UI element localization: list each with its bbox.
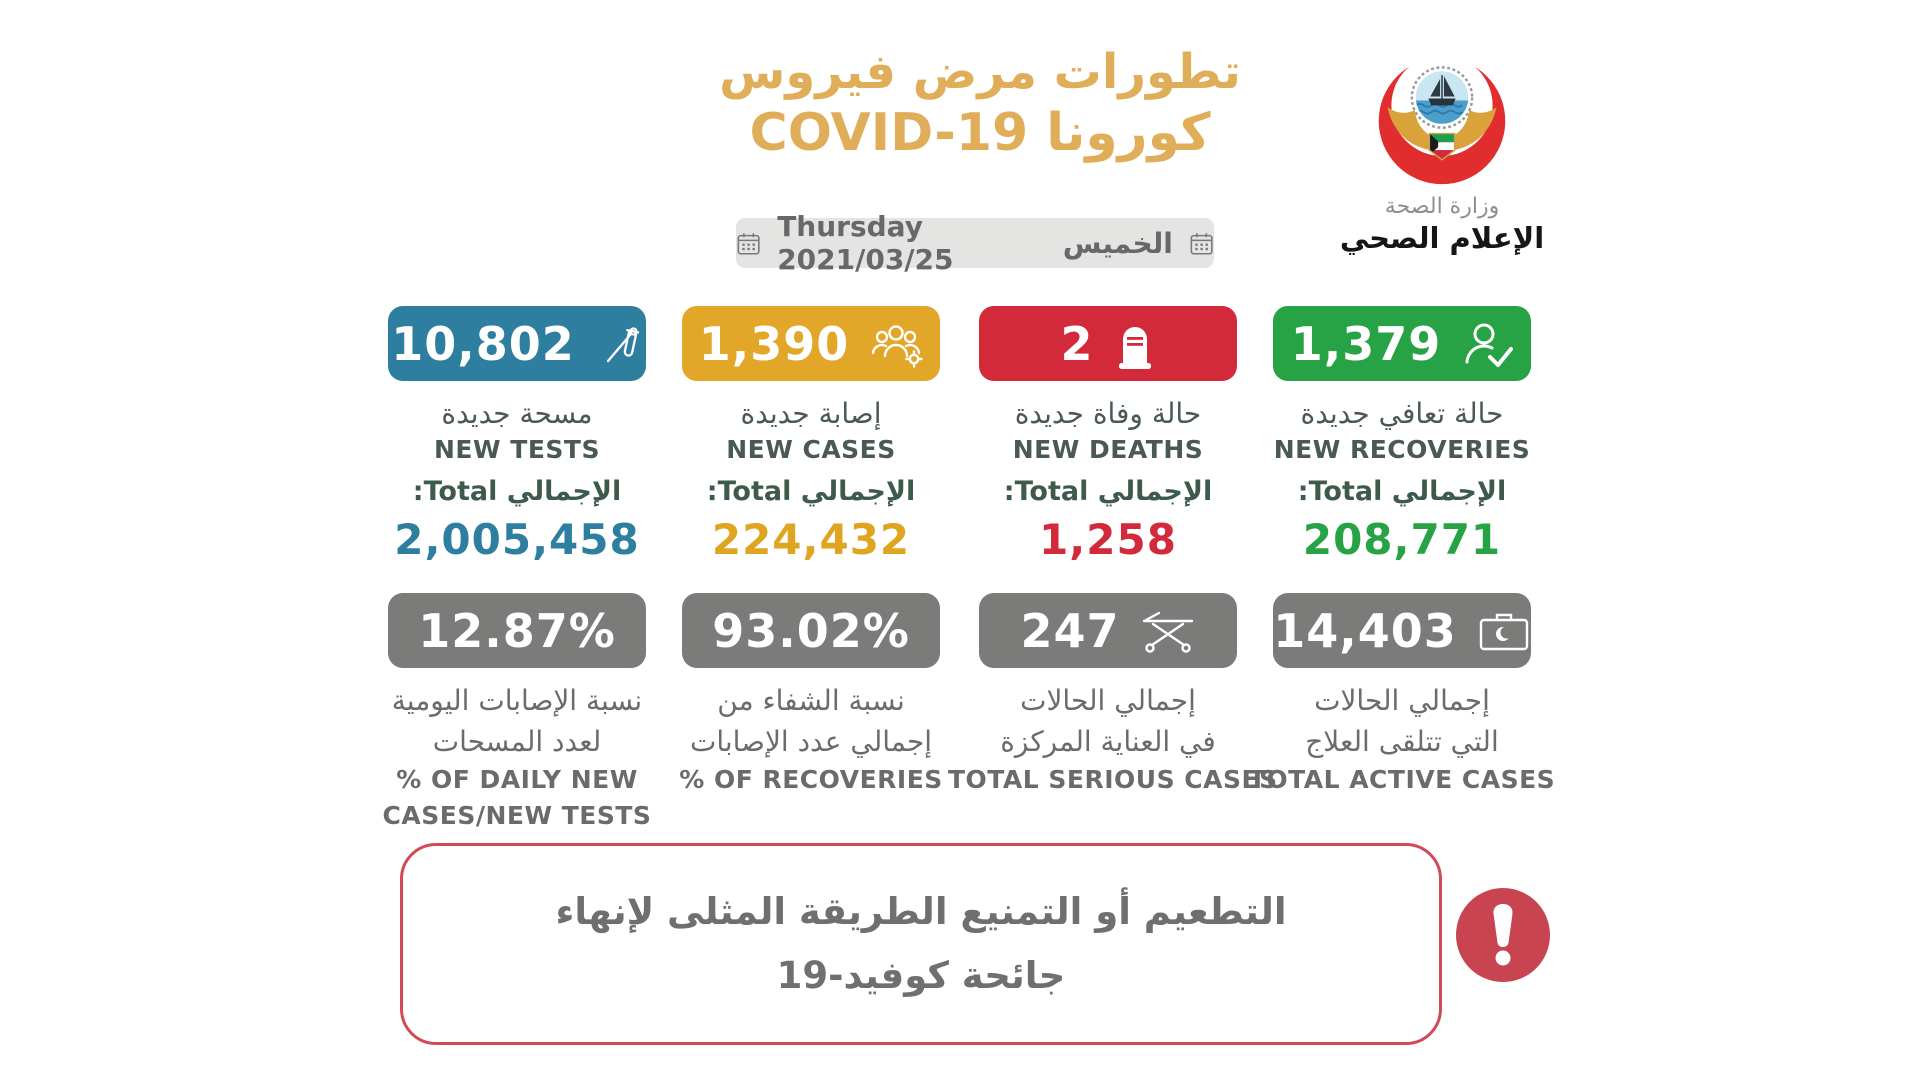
new-cases-total-value: 224,432 (711, 515, 911, 564)
recovery-rate-value: 93.02% (712, 603, 910, 658)
new-cases-pill: 1,390 (682, 306, 940, 381)
page-title-line1: تطورات مرض فيروس (719, 44, 1241, 100)
vaccination-notice-line2: جائحة كوفيد-19 (776, 954, 1066, 997)
daily-positivity-label-en: % OF DAILY NEW (396, 765, 638, 794)
new-tests-label-ar: مسحة جديدة (441, 397, 593, 430)
recovery-rate-label-ar: إجمالي عدد الإصابات (689, 725, 933, 758)
calendar-icon (737, 232, 760, 255)
recovery-rate-label-en: % OF RECOVERIES (679, 765, 943, 794)
new-cases-total-label: الإجمالي Total: (706, 476, 916, 507)
serious-cases-label-ar: إجمالي الحالات (1020, 684, 1196, 717)
serious-cases-label-en: TOTAL SERIOUS CASES (948, 765, 1278, 794)
ministry-of-health-logo-icon (1378, 54, 1506, 185)
active-cases-label-ar: التي تتلقى العلاج (1305, 725, 1499, 758)
daily-positivity-value: 12.87% (418, 603, 616, 658)
new-tests-pill: 10,802 (388, 306, 646, 381)
new-recoveries-total-value: 208,771 (1302, 515, 1502, 564)
new-deaths-total-label: الإجمالي Total: (1003, 476, 1213, 507)
swab-test-icon (595, 320, 643, 368)
stat-card-new-tests: 10,802 مسحة جديدة NEW TESTS الإجمالي Tot… (357, 306, 677, 564)
stat-card-new-deaths: 2 حالة وفاة جديدة NEW DEATHS الإجمالي To… (948, 306, 1268, 564)
new-tests-total-value: 2,005,458 (394, 515, 640, 564)
stat-card-new-cases: 1,390 إصابة جديدة NEW CASES الإجمالي Tot… (651, 306, 971, 564)
stretcher-icon (1140, 608, 1196, 654)
new-recoveries-pill: 1,379 (1273, 306, 1531, 381)
ministry-name: وزارة الصحة (1384, 194, 1500, 219)
daily-positivity-label-en: CASES/NEW TESTS (382, 801, 652, 830)
new-deaths-value: 2 (1060, 316, 1094, 371)
recovery-rate-label-ar: نسبة الشفاء من (717, 684, 905, 717)
ministry-logo-block: وزارة الصحة الإعلام الصحي (1332, 44, 1552, 255)
serious-cases-value: 247 (1020, 603, 1120, 658)
stat-card-serious-cases: 247 إجمالي الحالات في العناية المركزة TO… (948, 593, 1278, 798)
medical-bag-icon (1477, 609, 1531, 653)
vaccination-notice-box: التطعيم أو التمنيع الطريقة المثلى لإنهاء… (400, 843, 1442, 1045)
new-cases-value: 1,390 (698, 316, 850, 371)
date-english: Thursday 2021/03/25 (777, 210, 954, 276)
exclamation-alert-icon (1456, 888, 1550, 982)
new-recoveries-value: 1,379 (1290, 316, 1442, 371)
new-cases-label-ar: إصابة جديدة (740, 397, 882, 430)
active-cases-label-ar: إجمالي الحالات (1314, 684, 1490, 717)
people-group-icon (869, 320, 923, 368)
stat-card-new-recoveries: 1,379 حالة تعافي جديدة NEW RECOVERIES ال… (1242, 306, 1562, 564)
active-cases-pill: 14,403 (1273, 593, 1531, 668)
new-deaths-label-en: NEW DEATHS (1012, 435, 1204, 464)
daily-positivity-label-ar: لعدد المسحات (432, 725, 602, 758)
new-tests-label-en: NEW TESTS (434, 435, 600, 464)
new-deaths-label-ar: حالة وفاة جديدة (1014, 397, 1202, 430)
tombstone-icon (1114, 317, 1156, 371)
recovery-rate-pill: 93.02% (682, 593, 940, 668)
page-title: تطورات مرض فيروس كورونا COVID-19 (560, 42, 1400, 164)
recovered-person-icon (1461, 320, 1514, 368)
new-recoveries-total-label: الإجمالي Total: (1297, 476, 1507, 507)
date-arabic-day: الخميس (1062, 226, 1173, 260)
page-title-line2: كورونا COVID-19 (749, 103, 1211, 163)
new-recoveries-label-ar: حالة تعافي جديدة (1300, 397, 1504, 430)
new-tests-value: 10,802 (391, 316, 575, 371)
date-bar: Thursday 2021/03/25 الخميس (736, 210, 1214, 276)
new-recoveries-label-en: NEW RECOVERIES (1273, 435, 1531, 464)
new-deaths-pill: 2 (979, 306, 1237, 381)
new-cases-label-en: NEW CASES (726, 435, 896, 464)
daily-positivity-label-ar: نسبة الإصابات اليومية (391, 684, 643, 717)
stat-card-recovery-rate: 93.02% نسبة الشفاء من إجمالي عدد الإصابا… (651, 593, 971, 798)
new-deaths-total-value: 1,258 (1039, 515, 1177, 564)
vaccination-notice-line1: التطعيم أو التمنيع الطريقة المثلى لإنهاء (555, 890, 1287, 933)
department-name: الإعلام الصحي (1339, 221, 1545, 255)
active-cases-value: 14,403 (1273, 603, 1457, 658)
new-tests-total-label: الإجمالي Total: (412, 476, 622, 507)
active-cases-label-en: TOTAL ACTIVE CASES (1248, 765, 1556, 794)
stat-card-daily-positivity: 12.87% نسبة الإصابات اليومية لعدد المسحا… (357, 593, 677, 834)
stat-card-active-cases: 14,403 إجمالي الحالات التي تتلقى العلاج … (1242, 593, 1562, 798)
calendar-icon (1190, 232, 1213, 255)
daily-positivity-pill: 12.87% (388, 593, 646, 668)
serious-cases-label-ar: في العناية المركزة (1000, 725, 1216, 758)
serious-cases-pill: 247 (979, 593, 1237, 668)
